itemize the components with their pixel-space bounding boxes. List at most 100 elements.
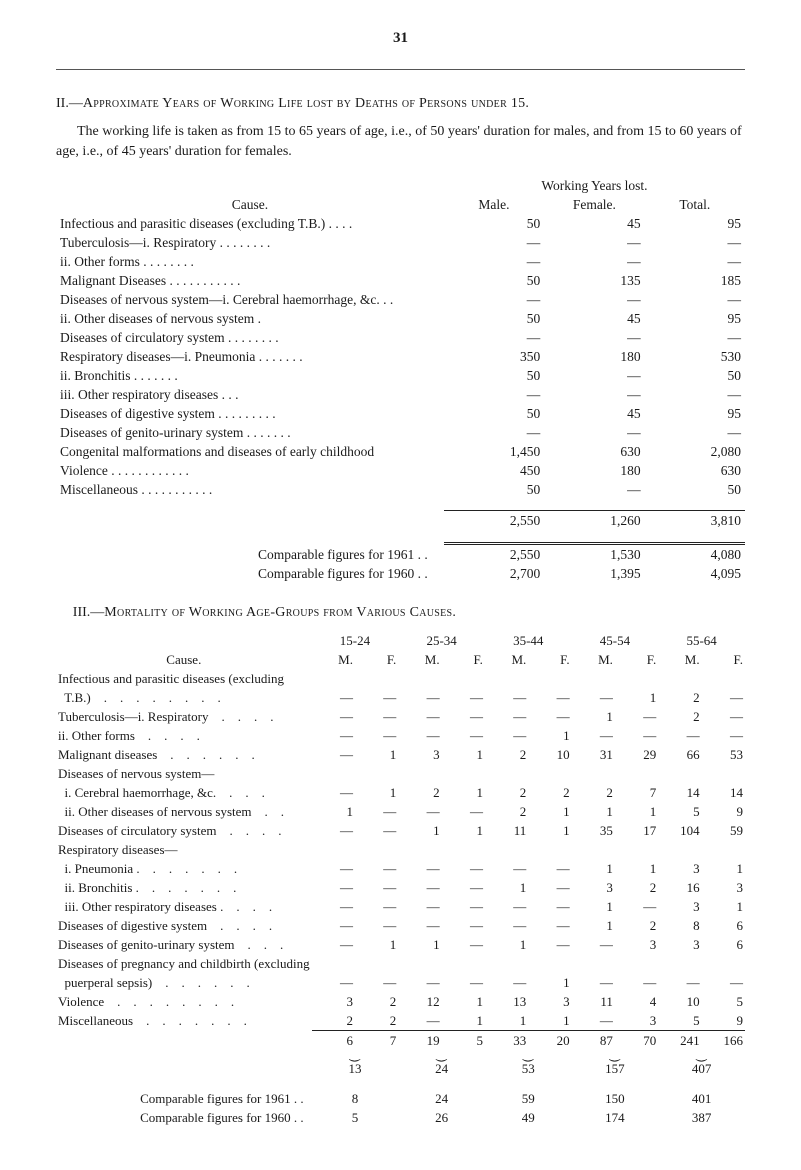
t1-m: — <box>444 233 544 252</box>
t2-val: — <box>398 726 441 745</box>
table-row: Miscellaneous . . . . . . . . . . .50—50 <box>56 480 745 499</box>
t2-val: — <box>312 821 355 840</box>
t2-val: — <box>355 802 398 821</box>
t1-f: 45 <box>544 214 644 233</box>
t1-head-cause: Cause. <box>56 195 444 214</box>
t2-mf4: M. <box>485 650 528 669</box>
t2-mf6: M. <box>572 650 615 669</box>
t2-label: iii. Other respiratory diseases . . . . <box>56 897 312 916</box>
t2-val: — <box>312 973 355 992</box>
t2-sub5: 20 <box>528 1031 571 1051</box>
t2-val: — <box>442 916 485 935</box>
t2-c60-3: 174 <box>572 1109 659 1128</box>
t1-f: 45 <box>544 404 644 423</box>
page: 3 1 II.—Approximate Years of Working Life… <box>0 0 801 1168</box>
t2-val: — <box>398 707 441 726</box>
t1-comp1961-t: 4,080 <box>645 543 745 564</box>
t2-val: 5 <box>702 992 745 1011</box>
t2-c61-4: 401 <box>658 1090 745 1109</box>
t2-val: 53 <box>702 745 745 764</box>
t2-val: — <box>398 859 441 878</box>
t2-mf3: F. <box>442 650 485 669</box>
t1-m: — <box>444 290 544 309</box>
t2-label: Tuberculosis—i. Respiratory . . . . <box>56 707 312 726</box>
t2-val: — <box>312 745 355 764</box>
t1-t: — <box>645 328 745 347</box>
t2-val: 1 <box>528 1011 571 1031</box>
t1-t: 50 <box>645 366 745 385</box>
t1-f: — <box>544 252 644 271</box>
t2-val: 1 <box>572 859 615 878</box>
t2-label: Violence . . . . . . . . <box>56 992 312 1011</box>
t2-val: — <box>355 726 398 745</box>
t2-val: 2 <box>355 1011 398 1031</box>
t2-val: — <box>485 707 528 726</box>
t2-label: i. Cerebral haemorrhage, &c. . . . <box>56 783 312 802</box>
t2-val: — <box>398 802 441 821</box>
t1-head-female: Female. <box>544 195 644 214</box>
t2-val: 6 <box>702 935 745 954</box>
t1-m: — <box>444 328 544 347</box>
t1-t: — <box>645 385 745 404</box>
t1-t: 50 <box>645 480 745 499</box>
t2-label: Respiratory diseases— <box>56 840 312 859</box>
t2-val: 1 <box>355 783 398 802</box>
t1-label: Diseases of genito-urinary system . . . … <box>56 423 444 442</box>
t2-val: — <box>572 935 615 954</box>
t1-label: Violence . . . . . . . . . . . . <box>56 461 444 480</box>
t2-val: — <box>398 1011 441 1031</box>
table-row: Malignant Diseases . . . . . . . . . . .… <box>56 271 745 290</box>
t1-t: 95 <box>645 309 745 328</box>
t2-val: — <box>355 897 398 916</box>
t2-label: Infectious and parasitic diseases (exclu… <box>56 669 312 688</box>
t2-label: i. Pneumonia . . . . . . . <box>56 859 312 878</box>
t2-mf0: M. <box>312 650 355 669</box>
table-row: iii. Other respiratory diseases . . .——— <box>56 385 745 404</box>
table-row: Diseases of circulatory system . . . .——… <box>56 821 745 840</box>
t1-total-t: 3,810 <box>645 511 745 531</box>
t1-label: ii. Other forms . . . . . . . . <box>56 252 444 271</box>
t2-val: 1 <box>442 745 485 764</box>
t2-val: — <box>615 707 658 726</box>
t1-t: — <box>645 233 745 252</box>
t2-val: 3 <box>658 935 701 954</box>
t1-label: ii. Bronchitis . . . . . . . <box>56 366 444 385</box>
t2-g1: 25-34 <box>398 631 485 650</box>
section2-heading: II.—Approximate Years of Working Life lo… <box>56 94 745 114</box>
t1-m: 1,450 <box>444 442 544 461</box>
t2-val: 14 <box>702 783 745 802</box>
t2-g0: 15-24 <box>312 631 399 650</box>
t1-head-total: Total. <box>645 195 745 214</box>
t2-val: 1 <box>442 821 485 840</box>
t2-gt2: 53 <box>485 1060 572 1079</box>
t2-val: 1 <box>398 821 441 840</box>
t2-val: 2 <box>658 707 701 726</box>
t1-head-male: Male. <box>444 195 544 214</box>
t2-val: 2 <box>312 1011 355 1031</box>
t1-f: — <box>544 233 644 252</box>
t1-m: 450 <box>444 461 544 480</box>
t2-val: 3 <box>312 992 355 1011</box>
t2-val: 2 <box>615 878 658 897</box>
t2-mf8: M. <box>658 650 701 669</box>
t2-val: — <box>528 878 571 897</box>
t1-t: 95 <box>645 214 745 233</box>
t2-val: — <box>355 878 398 897</box>
t1-f: 45 <box>544 309 644 328</box>
t2-val: — <box>485 726 528 745</box>
t2-val: 1 <box>615 688 658 707</box>
t2-val: 6 <box>702 916 745 935</box>
t2-label: ii. Other forms . . . . <box>56 726 312 745</box>
t1-t: 95 <box>645 404 745 423</box>
t2-val: 1 <box>485 1011 528 1031</box>
t2-val: — <box>442 688 485 707</box>
t2-cause-head: Cause. <box>56 650 312 669</box>
t2-g2: 35-44 <box>485 631 572 650</box>
t1-label: iii. Other respiratory diseases . . . <box>56 385 444 404</box>
t2-val: 1 <box>572 707 615 726</box>
t2-label: Diseases of circulatory system . . . . <box>56 821 312 840</box>
t2-val: 3 <box>658 897 701 916</box>
table-row: ii. Other forms . . . . . . . .——— <box>56 252 745 271</box>
table-row: Respiratory diseases— <box>56 840 745 859</box>
t2-val: 7 <box>615 783 658 802</box>
